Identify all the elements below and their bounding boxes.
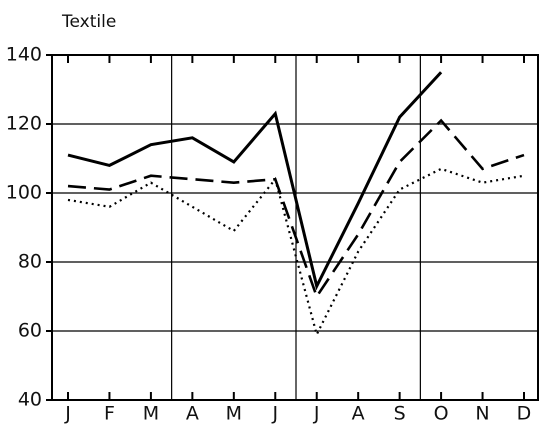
- x-tick-label: J: [64, 403, 71, 425]
- y-tick-label: 100: [6, 182, 42, 204]
- x-tick-label: J: [313, 403, 320, 425]
- x-tick-label: O: [434, 403, 449, 425]
- x-tick-label: M: [226, 403, 242, 425]
- x-tick-label: A: [186, 403, 199, 425]
- y-tick-label: 80: [18, 251, 42, 273]
- x-tick-label: M: [143, 403, 159, 425]
- plot-frame: [51, 54, 539, 401]
- x-tick-label: A: [352, 403, 365, 425]
- x-tick-label: D: [517, 403, 532, 425]
- series-line: [67, 71, 443, 291]
- x-tick-label: J: [271, 403, 278, 425]
- y-tick-label: 60: [18, 320, 42, 342]
- x-tick-label: F: [104, 403, 115, 425]
- y-tick-label: 140: [6, 44, 42, 66]
- series-line: [67, 118, 525, 300]
- y-tick-label: 40: [18, 389, 42, 411]
- y-tick-label: 120: [6, 113, 42, 135]
- x-tick-label: N: [475, 403, 489, 425]
- chart-title: Textile: [61, 12, 116, 32]
- x-tick-label: S: [394, 403, 406, 425]
